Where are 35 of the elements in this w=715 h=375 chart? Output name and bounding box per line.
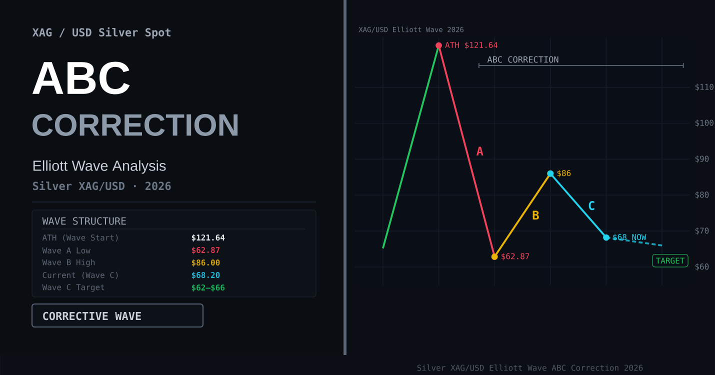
text: Elliott Wave Analysis <box>33 160 166 174</box>
text: ABC <box>32 62 130 94</box>
data-label: $86 <box>557 170 571 178</box>
text: ATH (Wave Start) <box>42 234 118 242</box>
text: CORRECTIVE WAVE <box>43 312 141 320</box>
text: Silver XAG/USD Elliott Wave ABC Correction 2026 <box>417 364 643 372</box>
text: XAG / USD Silver Spot <box>32 27 170 39</box>
text: Wave C Target <box>42 284 104 292</box>
point <box>436 42 442 49</box>
text: WAVE STRUCTURE <box>42 217 126 225</box>
y-tick-label: $110 <box>695 84 714 91</box>
data-label: ATH $121.64 <box>445 42 498 50</box>
text: CORRECTION <box>32 114 238 136</box>
data-label: $62.87 <box>502 253 530 260</box>
text: Silver XAG/USD · 2026 <box>32 181 171 191</box>
text: $121.64 <box>192 234 225 242</box>
y-tick-label: $60 <box>695 263 709 271</box>
text: Current (Wave C) <box>42 272 118 280</box>
y-tick-label: $80 <box>695 192 709 199</box>
y-tick-label: $70 <box>695 227 709 235</box>
text: $62.87 <box>192 246 220 254</box>
text: Wave B High <box>42 259 95 267</box>
y-tick-label: $90 <box>695 156 709 163</box>
annotation: ABC CORRECTION <box>487 56 558 63</box>
text: $68.20 <box>192 272 220 280</box>
series-label: C <box>588 201 594 210</box>
text: $62–$66 <box>192 284 225 292</box>
text: $86.00 <box>192 259 220 267</box>
series-label: B <box>532 210 539 220</box>
point <box>603 234 610 241</box>
data-label: $68 NOW <box>613 234 646 242</box>
annotation: TARGET <box>656 258 685 264</box>
text: Wave A Low <box>42 248 90 254</box>
y-tick-label: $100 <box>695 120 714 127</box>
series-label: A <box>476 146 484 156</box>
